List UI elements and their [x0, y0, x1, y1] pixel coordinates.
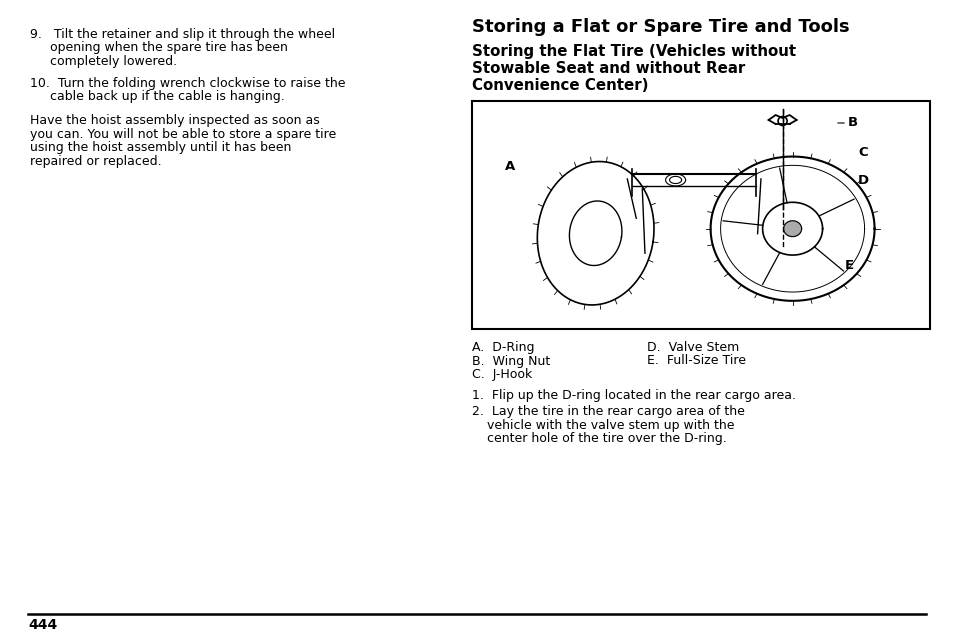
Text: Stowable Seat and without Rear: Stowable Seat and without Rear [472, 61, 744, 76]
Text: using the hoist assembly until it has been: using the hoist assembly until it has be… [30, 141, 291, 155]
Text: 1.  Flip up the D-ring located in the rear cargo area.: 1. Flip up the D-ring located in the rea… [472, 389, 795, 403]
Text: E: E [844, 259, 853, 272]
Text: Convenience Center): Convenience Center) [472, 78, 648, 93]
Text: A.  D-Ring: A. D-Ring [472, 341, 534, 354]
Text: Have the hoist assembly inspected as soon as: Have the hoist assembly inspected as soo… [30, 114, 319, 127]
Text: D.  Valve Stem: D. Valve Stem [646, 341, 739, 354]
Text: completely lowered.: completely lowered. [50, 55, 177, 68]
Text: cable back up if the cable is hanging.: cable back up if the cable is hanging. [50, 90, 284, 103]
Text: Storing the Flat Tire (Vehicles without: Storing the Flat Tire (Vehicles without [472, 44, 796, 59]
Text: B: B [847, 116, 858, 130]
Text: Storing a Flat or Spare Tire and Tools: Storing a Flat or Spare Tire and Tools [472, 18, 849, 36]
Text: opening when the spare tire has been: opening when the spare tire has been [50, 41, 288, 55]
Text: A: A [504, 160, 515, 172]
Text: 444: 444 [28, 618, 57, 632]
Text: you can. You will not be able to store a spare tire: you can. You will not be able to store a… [30, 128, 335, 141]
Text: E.  Full-Size Tire: E. Full-Size Tire [646, 354, 745, 368]
Text: 10.  Turn the folding wrench clockwise to raise the: 10. Turn the folding wrench clockwise to… [30, 76, 345, 90]
Text: C: C [857, 146, 866, 160]
Bar [472, 101, 929, 329]
Text: B.  Wing Nut: B. Wing Nut [472, 354, 550, 368]
Text: vehicle with the valve stem up with the: vehicle with the valve stem up with the [486, 418, 734, 431]
Text: 9.   Tilt the retainer and slip it through the wheel: 9. Tilt the retainer and slip it through… [30, 28, 335, 41]
Text: center hole of the tire over the D-ring.: center hole of the tire over the D-ring. [486, 432, 726, 445]
Polygon shape [782, 221, 801, 237]
Text: C.  J-Hook: C. J-Hook [472, 368, 532, 381]
Text: D: D [857, 174, 868, 188]
Text: 2.  Lay the tire in the rear cargo area of the: 2. Lay the tire in the rear cargo area o… [472, 405, 744, 418]
Text: repaired or replaced.: repaired or replaced. [30, 155, 161, 168]
